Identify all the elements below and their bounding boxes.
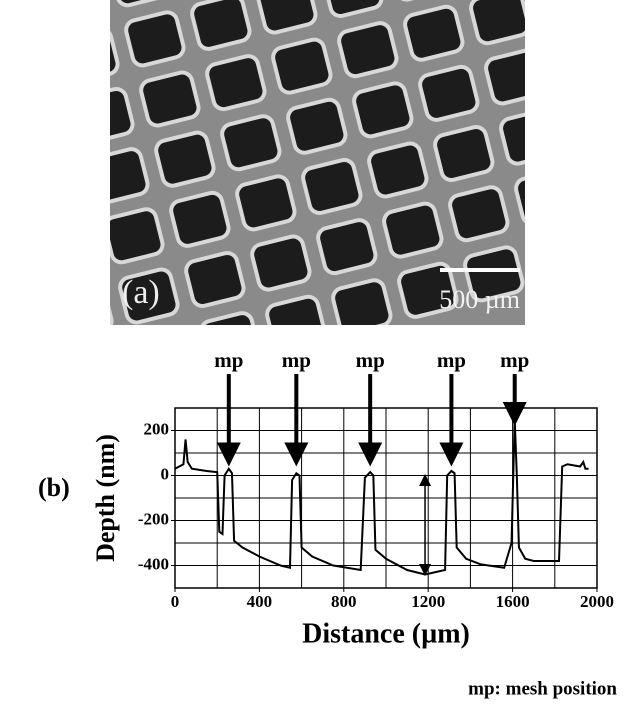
mesh-cell: [265, 294, 327, 325]
mesh-cell: [403, 4, 465, 62]
mesh-cell: [110, 86, 135, 144]
mesh-cell: [448, 185, 510, 243]
mesh-cell: [169, 190, 231, 248]
mesh-cell: [139, 70, 201, 128]
mesh-cell: [0, 0, 39, 40]
mesh-cell: [37, 224, 99, 281]
mesh-cell: [199, 311, 261, 325]
mesh-cell: [43, 0, 105, 24]
mesh-cell: [205, 54, 267, 112]
mesh-cell: [110, 0, 171, 8]
mesh-cell: [110, 207, 165, 265]
mesh-cell: [499, 108, 525, 166]
mesh-cell: [514, 168, 525, 226]
mesh-cell: [184, 251, 246, 308]
mesh-cell: [220, 114, 282, 172]
y-tick-label: -200: [138, 509, 169, 528]
mesh-cell: [463, 245, 525, 303]
y-axis-label: Depth (nm): [91, 434, 120, 562]
x-tick-label: 1600: [496, 592, 530, 611]
mesh-cell: [301, 157, 363, 215]
photo: [0, 0, 591, 401]
mesh-cell: [118, 267, 180, 325]
mesh-cell: [529, 229, 591, 286]
annotation-label: mp: [282, 348, 311, 372]
mesh-cell: [337, 21, 399, 79]
x-axis-label: Distance (µm): [302, 618, 470, 649]
y-tick-label: 0: [161, 464, 170, 483]
x-tick-label: 400: [247, 592, 273, 611]
scale-bar-label: 500 µm: [439, 285, 520, 314]
mesh-cell: [286, 97, 348, 155]
mesh-cell: [110, 26, 120, 84]
x-tick-label: 0: [171, 592, 180, 611]
mesh-cell: [124, 10, 186, 68]
annotation-arrow-head: [502, 402, 527, 426]
panel-label: (b): [38, 473, 70, 502]
x-tick-label: 2000: [580, 592, 614, 611]
y-tick-label: -400: [138, 554, 169, 573]
mesh-cell: [382, 201, 444, 259]
annotation-arrow-head: [358, 442, 383, 467]
annotation-arrow-head: [284, 442, 309, 467]
profile-line: [174, 419, 589, 576]
mesh-cell: [110, 283, 114, 325]
mesh-cell: [67, 344, 129, 401]
annotation-arrow-head: [439, 442, 464, 467]
photo-label: (a): [122, 274, 160, 311]
mesh-cell: [322, 0, 384, 19]
annotation-arrow-head: [216, 442, 241, 467]
annotation-label: mp: [500, 348, 529, 372]
mesh-cell: [433, 125, 495, 183]
mesh-cell: [133, 328, 195, 385]
y-tick-label: 200: [144, 419, 170, 438]
mesh-cell: [316, 218, 378, 276]
mesh-cell: [271, 37, 333, 95]
mesh-cell: [235, 174, 297, 232]
mesh-cell: [484, 48, 525, 106]
mesh-cell: [0, 43, 54, 100]
footnote: mp: mesh position: [468, 678, 617, 699]
mesh-cell: [418, 64, 480, 122]
plot-frame: [174, 407, 598, 589]
annotation-label: mp: [214, 348, 243, 372]
mesh-cell: [110, 147, 150, 205]
mesh-cell: [22, 163, 84, 220]
annotation-label: mp: [356, 348, 385, 372]
mesh-cell: [256, 0, 318, 35]
mesh-cell: [331, 278, 393, 325]
mesh-cell: [250, 234, 312, 292]
mesh-cell: [352, 81, 414, 139]
mesh-cell: [154, 130, 216, 188]
x-tick-label: 1200: [411, 592, 445, 611]
mesh-cell: [469, 0, 525, 46]
x-tick-label: 800: [331, 592, 357, 611]
annotation-label: mp: [437, 348, 466, 372]
mesh-cell: [190, 0, 252, 51]
mesh-cell: [367, 141, 429, 199]
mesh-cell: [7, 103, 69, 160]
mesh-cell: [397, 261, 459, 319]
